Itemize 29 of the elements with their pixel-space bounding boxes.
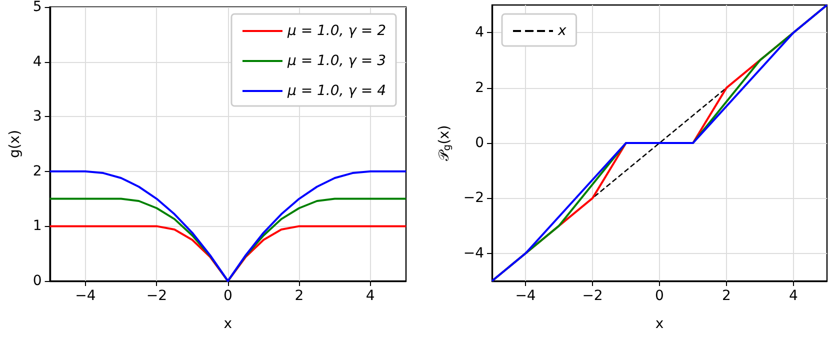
y-tick-label: 1 [32, 218, 42, 234]
y-axis-title: 𝒫g(x) [436, 125, 453, 161]
y-tick-label: −4 [463, 245, 484, 262]
x-tick-label: 2 [294, 288, 304, 304]
legend-label: x [557, 23, 567, 39]
y-axis-title: g(x) [7, 130, 23, 158]
y-tick-label: 2 [32, 163, 42, 180]
y-tick-label: 4 [32, 54, 42, 70]
y-tick-label: 4 [475, 24, 484, 41]
x-axis-title: x [655, 316, 664, 332]
y-tick-label: −2 [463, 190, 484, 206]
y-tick-label: 3 [32, 108, 42, 125]
x-tick-label: −4 [75, 288, 96, 304]
x-tick-label: 2 [722, 288, 731, 304]
x-tick-label: −2 [146, 288, 167, 304]
legend-label: μ = 1.0, γ = 2 [286, 23, 386, 39]
x-tick-label: −4 [515, 288, 536, 304]
y-tick-label: 5 [32, 0, 42, 15]
y-tick-label: 2 [475, 80, 484, 96]
x-axis-title: x [224, 316, 232, 332]
x-tick-label: 4 [789, 288, 798, 304]
y-tick-label: 0 [32, 273, 42, 289]
y-tick-label: 0 [475, 135, 484, 151]
x-tick-label: 4 [366, 288, 375, 304]
legend-label: μ = 1.0, γ = 3 [286, 53, 386, 69]
legend-label: μ = 1.0, γ = 4 [286, 83, 386, 99]
x-tick-label: −2 [582, 288, 603, 304]
x-tick-label: 0 [223, 288, 232, 304]
x-tick-label: 0 [655, 288, 664, 304]
